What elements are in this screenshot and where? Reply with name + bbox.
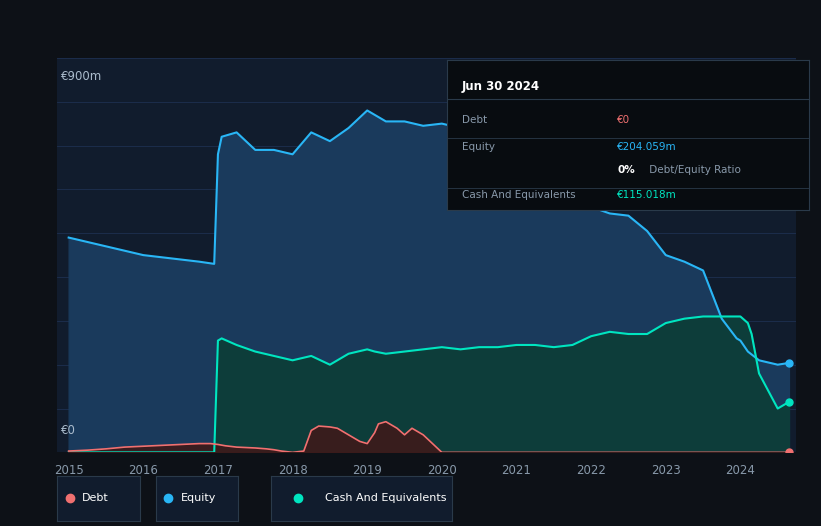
Text: €0: €0 (62, 423, 76, 437)
Text: €900m: €900m (62, 70, 103, 83)
Text: 0%: 0% (617, 165, 635, 175)
Text: Cash And Equivalents: Cash And Equivalents (325, 493, 447, 503)
Text: Cash And Equivalents: Cash And Equivalents (462, 190, 576, 200)
Text: €115.018m: €115.018m (617, 190, 677, 200)
Text: €204.059m: €204.059m (617, 143, 677, 153)
Text: Equity: Equity (181, 493, 216, 503)
Text: Jun 30 2024: Jun 30 2024 (462, 80, 540, 93)
Text: Debt/Equity Ratio: Debt/Equity Ratio (646, 165, 741, 175)
Text: Debt: Debt (462, 115, 487, 126)
Text: Debt: Debt (82, 493, 109, 503)
Text: €0: €0 (617, 115, 631, 126)
Text: Equity: Equity (462, 143, 495, 153)
